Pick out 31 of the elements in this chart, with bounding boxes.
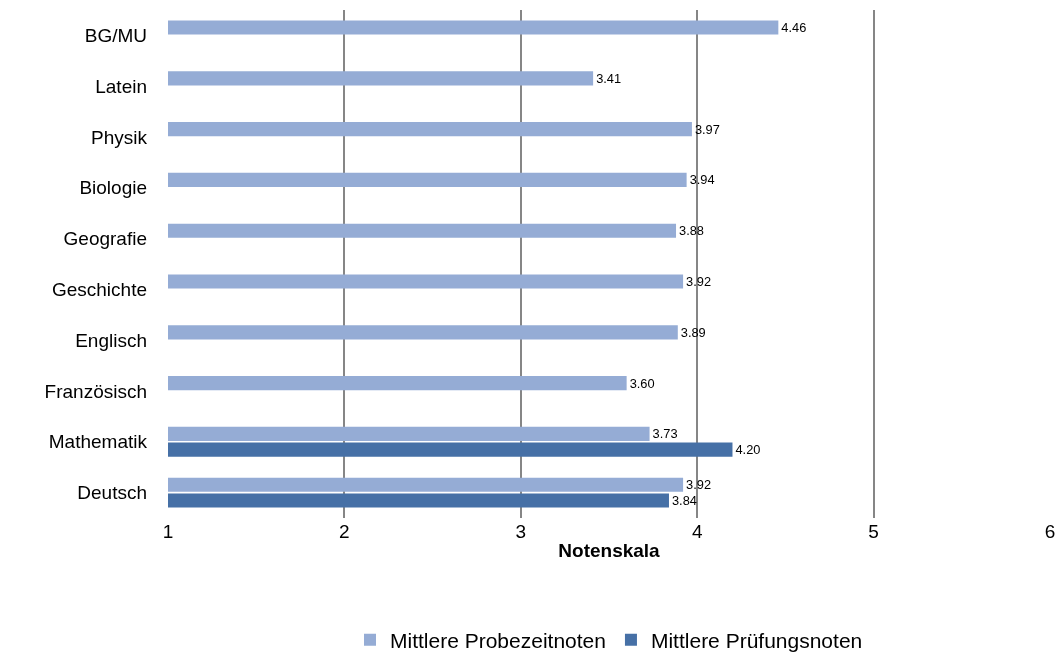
x-tick-label: 2 — [339, 521, 350, 542]
y-tick-label: Deutsch — [77, 482, 147, 504]
x-axis-title: Notenskala — [558, 539, 661, 561]
data-label: 3.89 — [680, 324, 706, 340]
x-tick-label: 3 — [515, 521, 527, 542]
y-tick-label: Physik — [91, 126, 148, 148]
x-tick-label: 4 — [691, 521, 703, 542]
data-label: 3.94 — [689, 172, 715, 188]
data-label: 3.73 — [652, 426, 678, 442]
data-label: 3.84 — [671, 492, 697, 508]
y-tick-label: Französisch — [44, 380, 147, 402]
data-label: 3.97 — [694, 121, 720, 137]
data-label: 3.92 — [686, 273, 712, 289]
data-label: 3.41 — [596, 70, 622, 86]
legend-label: Mittlere Probezeitnoten — [390, 628, 606, 652]
data-label: 4.46 — [781, 19, 807, 35]
data-label: 3.92 — [686, 477, 712, 493]
y-tick-label: Mathematik — [48, 431, 148, 453]
x-tick-label: 1 — [162, 521, 174, 542]
y-tick-label: BG/MU — [84, 25, 147, 47]
x-tick-label: 6 — [1044, 521, 1056, 542]
y-tick-label: Geschichte — [51, 279, 147, 301]
data-label: 3.88 — [679, 223, 704, 239]
y-tick-label: Biologie — [79, 177, 147, 199]
data-label: 3.60 — [629, 375, 655, 391]
x-tick-label: 5 — [868, 521, 879, 542]
y-tick-label: Latein — [95, 75, 147, 97]
legend-label: Mittlere Prüfungsnoten — [650, 628, 863, 652]
y-tick-label: Englisch — [75, 329, 147, 351]
y-tick-label: Geografie — [63, 228, 147, 250]
data-label: 4.20 — [735, 442, 761, 458]
